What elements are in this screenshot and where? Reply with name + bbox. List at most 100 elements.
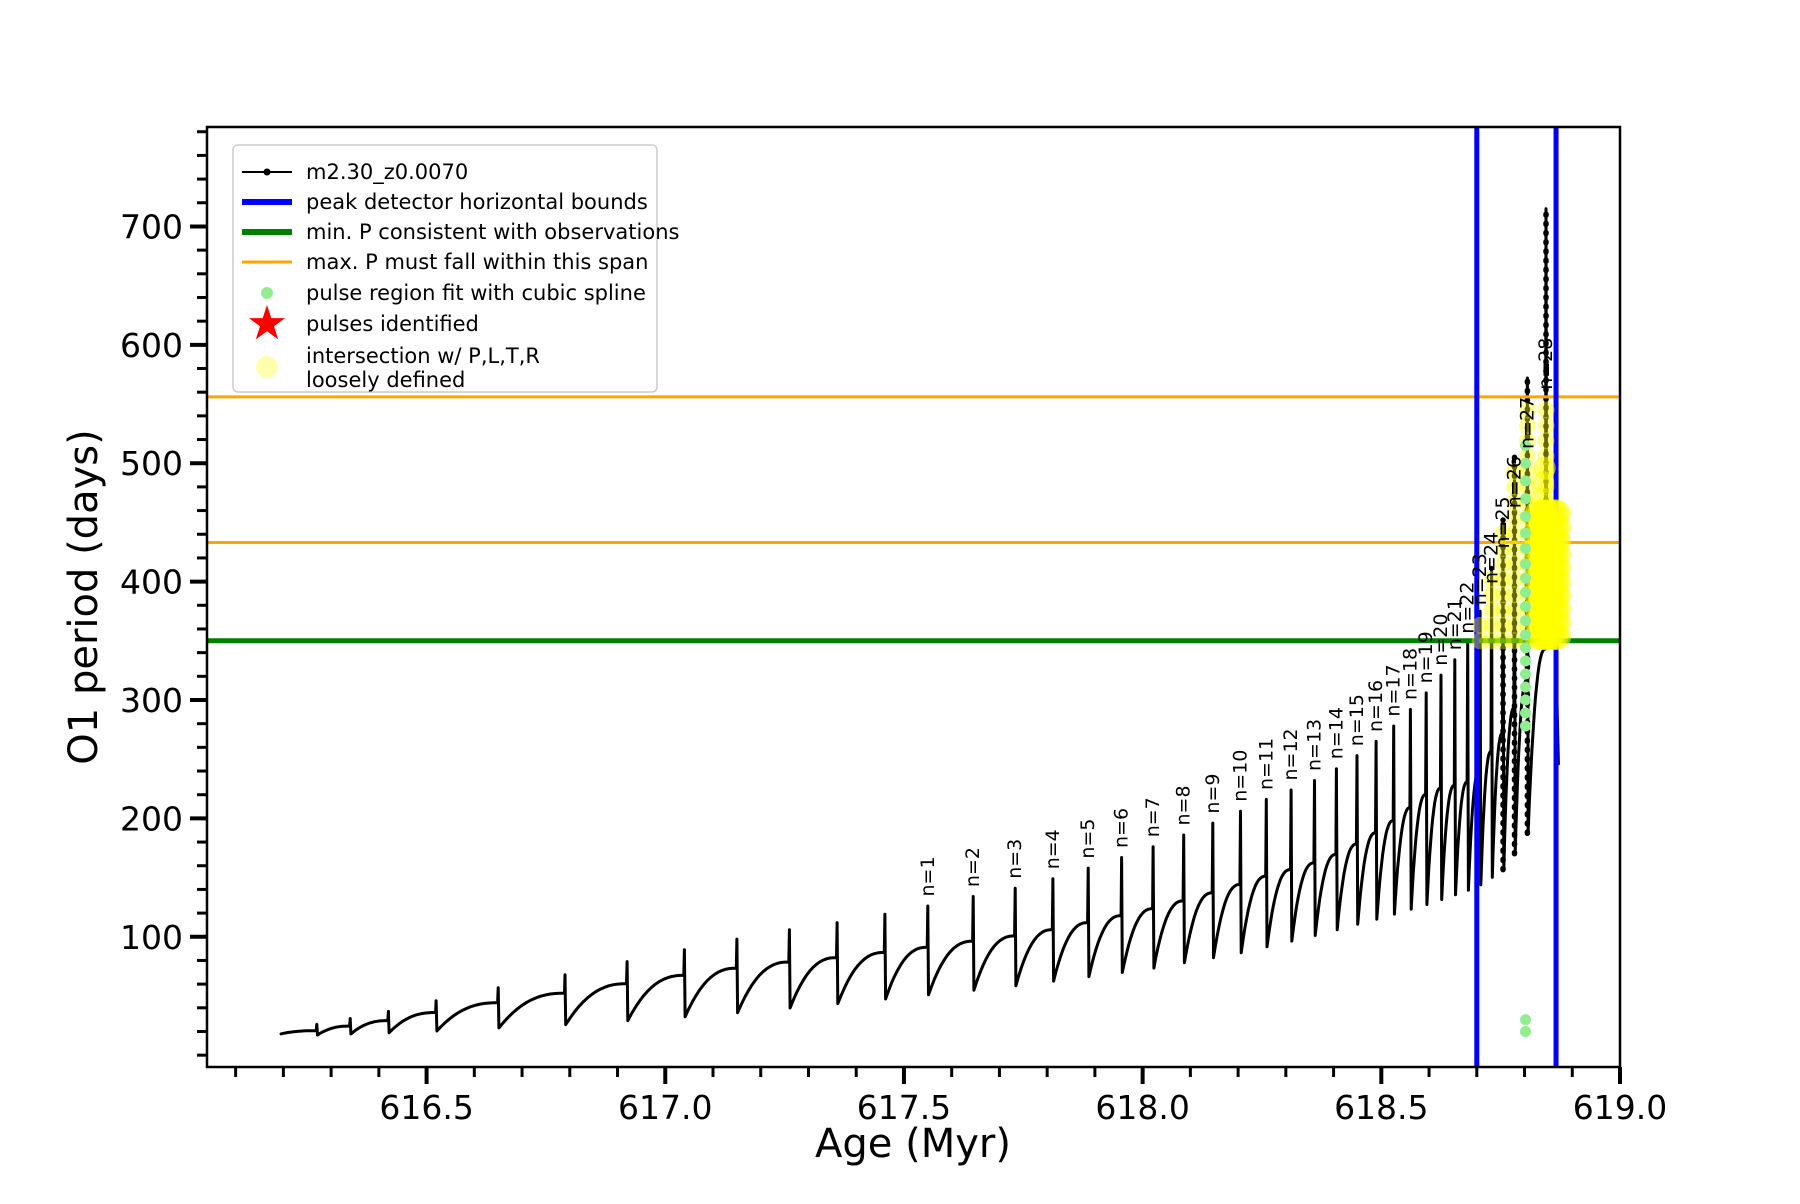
intersection-marker xyxy=(1506,570,1524,588)
legend-label: pulses identified xyxy=(306,312,479,336)
pulse-label-n14: n=14 xyxy=(1325,707,1347,759)
intersection-marker xyxy=(1518,401,1536,419)
legend-label: peak detector horizontal bounds xyxy=(306,190,648,214)
pulse-label-n18: n=18 xyxy=(1399,648,1421,700)
axis-tick-labels: 616.5 617.0 617.5 618.0 618.5 619.0 100 200 300 4… xyxy=(120,207,1667,1127)
x-axis-label: Age (Myr) xyxy=(815,1121,1011,1167)
x-tick-label: 618.5 xyxy=(1334,1088,1428,1127)
legend-label: m2.30_z0.0070 xyxy=(306,160,468,185)
series-line xyxy=(279,207,1560,1037)
legend-handle-star xyxy=(248,305,286,340)
intersection-marker xyxy=(1506,616,1524,634)
intersection-marker xyxy=(1471,632,1489,650)
y-tick-label: 300 xyxy=(120,681,183,720)
intersection-marker xyxy=(1537,432,1555,450)
pulse-label-n2: n=2 xyxy=(962,847,984,887)
spline-fit-dot xyxy=(1519,668,1531,680)
pulse-label-n3: n=3 xyxy=(1004,839,1026,879)
intersection-marker xyxy=(1494,616,1512,634)
intersection-marker xyxy=(1506,632,1524,650)
pulse-label-n28: n=28 xyxy=(1535,338,1557,390)
intersection-marker xyxy=(1537,401,1555,419)
intersection-marker xyxy=(1483,586,1501,604)
pulse-label-n23: n=23 xyxy=(1469,553,1491,605)
pulse-label-n24: n=24 xyxy=(1481,532,1503,584)
intersection-marker xyxy=(1494,601,1512,619)
intersection-marker xyxy=(1494,570,1512,588)
pulse-label-n11: n=11 xyxy=(1255,738,1277,790)
spline-fit-dot xyxy=(1519,527,1531,539)
pulse-label-n22: n=22 xyxy=(1457,582,1479,634)
intersection-marker xyxy=(1483,632,1501,650)
spline-fit-dot xyxy=(1519,558,1531,570)
y-tick-label: 400 xyxy=(120,563,183,602)
axis-ticks xyxy=(190,130,1622,1084)
intersection-marker xyxy=(1494,539,1512,557)
spline-fit-dot xyxy=(1519,655,1531,667)
intersection-marker xyxy=(1494,632,1512,650)
intersection-marker xyxy=(1506,555,1524,573)
legend-handle-dot xyxy=(256,356,278,378)
intersection-marker xyxy=(1518,416,1536,434)
intersection-marker xyxy=(1494,555,1512,573)
spline-fit-dot xyxy=(1519,510,1531,522)
legend-label: loosely defined xyxy=(306,368,465,392)
spline-fit-dot xyxy=(1519,542,1531,554)
intersection-marker xyxy=(1530,487,1553,510)
x-tick-label: 617.0 xyxy=(618,1088,712,1127)
pulse-label-n6: n=6 xyxy=(1111,808,1133,848)
pulse-label-n21: n=21 xyxy=(1444,598,1466,650)
intersection-markers xyxy=(1471,401,1572,1037)
pulse-label-n16: n=16 xyxy=(1365,680,1387,732)
y-tick-label: 700 xyxy=(120,207,183,246)
plot-frame xyxy=(205,125,1622,1069)
pulse-label-n26: n=26 xyxy=(1504,456,1526,508)
axes-frame xyxy=(205,125,1622,1069)
legend-label: min. P consistent with observations xyxy=(306,220,679,244)
pulse-label-n20: n=20 xyxy=(1430,614,1452,666)
pulse-label-n7: n=7 xyxy=(1142,797,1164,837)
spline-fit-dot xyxy=(1519,586,1531,598)
spline-fit-dot xyxy=(1519,629,1531,641)
pulse-label-n27: n=27 xyxy=(1516,397,1538,449)
x-tick-label: 616.5 xyxy=(379,1088,473,1127)
legend-handle-dot xyxy=(261,287,273,299)
intersection-marker xyxy=(1471,616,1489,634)
pulse-label-n13: n=13 xyxy=(1304,719,1326,771)
spline-fit-dot xyxy=(1519,615,1531,627)
legend-label: pulse region fit with cubic spline xyxy=(306,281,646,305)
intersection-marker xyxy=(1506,463,1524,481)
x-tick-label: 619.0 xyxy=(1573,1088,1667,1127)
spline-fit-dot xyxy=(1519,457,1531,469)
intersection-marker xyxy=(1506,586,1524,604)
intersection-marker xyxy=(1506,524,1524,542)
spline-fit-dot xyxy=(1519,1014,1531,1026)
pulse-label-n5: n=5 xyxy=(1077,819,1099,859)
intersection-marker xyxy=(1483,616,1501,634)
intersection-marker xyxy=(1483,570,1501,588)
intersection-marker xyxy=(1483,601,1501,619)
period-curve-series xyxy=(279,205,1560,1037)
spline-fit-dot xyxy=(1519,720,1531,732)
spline-fit-dot xyxy=(1519,572,1531,584)
spline-fit-dot xyxy=(1519,475,1531,487)
intersection-marker xyxy=(1543,499,1572,528)
pulse-label-n8: n=8 xyxy=(1173,785,1195,825)
spline-fit-dot xyxy=(1519,707,1531,719)
pulse-label-n17: n=17 xyxy=(1383,664,1405,716)
spline-fit-dot xyxy=(1519,694,1531,706)
spline-fit-dot xyxy=(1519,600,1531,612)
pulse-label-n19: n=19 xyxy=(1415,631,1437,683)
spline-fit-dot xyxy=(1519,681,1531,693)
intersection-marker xyxy=(1506,539,1524,557)
pulse-label-n10: n=10 xyxy=(1230,750,1252,802)
spline-fit-dot xyxy=(1519,493,1531,505)
pulse-label-n25: n=25 xyxy=(1492,496,1514,548)
spline-fit-dot xyxy=(1519,642,1531,654)
intersection-marker xyxy=(1494,586,1512,604)
y-axis-label: O1 period (days) xyxy=(61,429,107,764)
x-tick-label: 617.5 xyxy=(857,1088,951,1127)
